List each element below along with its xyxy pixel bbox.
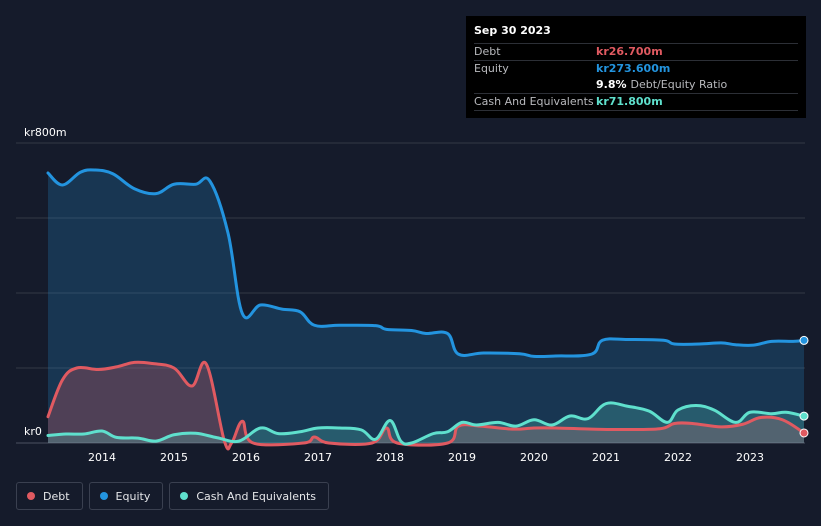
series-end-markers [799, 335, 809, 438]
legend-item-cash[interactable]: Cash And Equivalents [169, 482, 329, 510]
x-tick-label: 2017 [304, 451, 332, 464]
area-cash [48, 402, 804, 445]
x-tick-label: 2014 [88, 451, 116, 464]
tooltip-row-debt: Debt kr26.700m [474, 43, 798, 60]
line-cash [46, 401, 806, 446]
debt-dot-icon [27, 492, 35, 500]
tooltip-panel: Sep 30 2023 Debt kr26.700m Equity kr273.… [466, 16, 806, 118]
x-tick-label: 2023 [736, 451, 764, 464]
area-equity [48, 169, 804, 444]
x-tick-label: 2019 [448, 451, 476, 464]
tooltip-debt-value: kr26.700m [596, 45, 663, 58]
tooltip-cash-label: Cash And Equivalents [474, 95, 594, 108]
tooltip-row-equity: Equity kr273.600m [474, 60, 798, 77]
x-axis-ticks: 2014 2015 2016 2017 2018 2019 2020 2021 2022 2023 [88, 451, 764, 464]
series-areas [48, 169, 804, 449]
line-equity [46, 168, 806, 359]
legend-equity-label: Equity [115, 489, 151, 503]
legend-item-debt[interactable]: Debt [16, 482, 83, 510]
legend-debt-label: Debt [43, 489, 70, 503]
end-marker-cash [799, 411, 809, 421]
end-marker-equity [799, 335, 809, 345]
y-axis-zero-label: kr0 [24, 425, 42, 438]
x-tick-label: 2015 [160, 451, 188, 464]
tooltip-cash-value: kr71.800m [596, 95, 663, 108]
x-tick-label: 2020 [520, 451, 548, 464]
tooltip-equity-label: Equity [474, 62, 509, 75]
tooltip-row-ratio: 9.8% Debt/Equity Ratio [474, 77, 798, 93]
x-tick-label: 2016 [232, 451, 260, 464]
tooltip-debt-label: Debt [474, 45, 501, 58]
series-lines [46, 168, 806, 451]
x-tick-label: 2022 [664, 451, 692, 464]
x-tick-label: 2021 [592, 451, 620, 464]
tooltip-ratio-label: Debt/Equity Ratio [630, 78, 728, 91]
tooltip-equity-value: kr273.600m [596, 62, 671, 75]
legend-item-equity[interactable]: Equity [88, 482, 164, 510]
end-marker-debt [799, 428, 809, 438]
tooltip-ratio-value: 9.8% [596, 78, 627, 91]
x-tick-label: 2018 [376, 451, 404, 464]
y-axis-top-label: kr800m [24, 126, 67, 139]
chart-grid [16, 142, 805, 444]
equity-dot-icon [99, 492, 108, 500]
chart-legend: Debt Equity Cash And Equivalents [16, 482, 329, 510]
tooltip-row-cash: Cash And Equivalents kr71.800m [474, 93, 798, 111]
area-debt [48, 362, 804, 449]
cash-dot-icon [180, 492, 189, 500]
tooltip-date: Sep 30 2023 [474, 24, 551, 37]
legend-cash-label: Cash And Equivalents [196, 489, 316, 503]
